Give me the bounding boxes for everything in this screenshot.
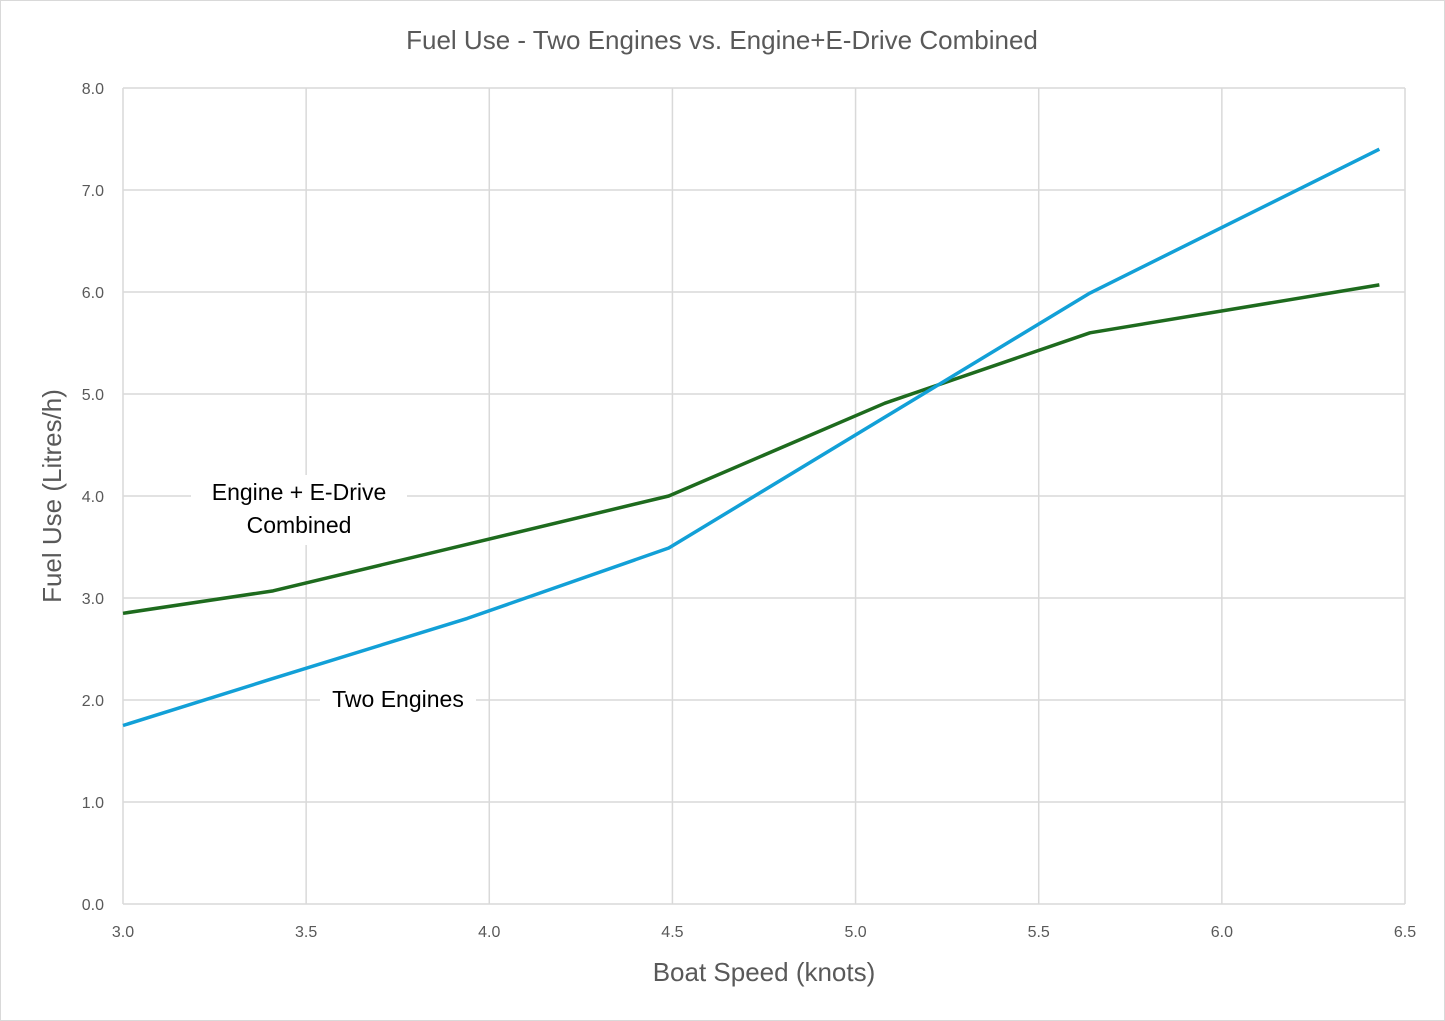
y-tick-label: 8.0 — [82, 81, 104, 98]
annotations: Engine + E-Drive Combined Two Engines — [191, 475, 476, 719]
chart-title: Fuel Use - Two Engines vs. Engine+E-Driv… — [406, 25, 1038, 55]
y-tick-label: 4.0 — [82, 489, 104, 506]
series-line-0 — [122, 283, 1380, 616]
series-annotation-label: Combined — [247, 512, 352, 538]
x-tick-label: 4.0 — [478, 924, 500, 941]
x-tick-label: 5.5 — [1028, 924, 1050, 941]
y-tick-label: 7.0 — [82, 183, 104, 200]
series-annotation-label: Two Engines — [332, 686, 464, 712]
x-tick-label: 3.0 — [112, 924, 134, 941]
series-annotation-label: Engine + E-Drive — [212, 479, 387, 505]
y-tick-label: 1.0 — [82, 795, 104, 812]
series-lines — [122, 147, 1381, 728]
annotation-background — [320, 682, 476, 719]
x-axis-label: Boat Speed (knots) — [653, 957, 876, 987]
x-tick-label: 6.5 — [1394, 924, 1416, 941]
y-tick-label: 5.0 — [82, 387, 104, 404]
y-tick-label: 0.0 — [82, 897, 104, 914]
x-tick-label: 6.0 — [1211, 924, 1233, 941]
y-tick-label: 2.0 — [82, 693, 104, 710]
y-tick-label: 3.0 — [82, 591, 104, 608]
x-tick-label: 3.5 — [295, 924, 317, 941]
x-tick-label: 5.0 — [844, 924, 866, 941]
y-axis-label: Fuel Use (Litres/h) — [37, 389, 67, 603]
series-line-1 — [122, 147, 1381, 728]
y-tick-label: 6.0 — [82, 285, 104, 302]
x-tick-label: 4.5 — [661, 924, 683, 941]
tick-labels: 3.0 3.5 4.0 4.5 5.0 5.5 6.0 6.5 0.0 1.0 2.0 3.0 4.0 5… — [82, 81, 1416, 941]
annotation-background — [191, 475, 407, 545]
